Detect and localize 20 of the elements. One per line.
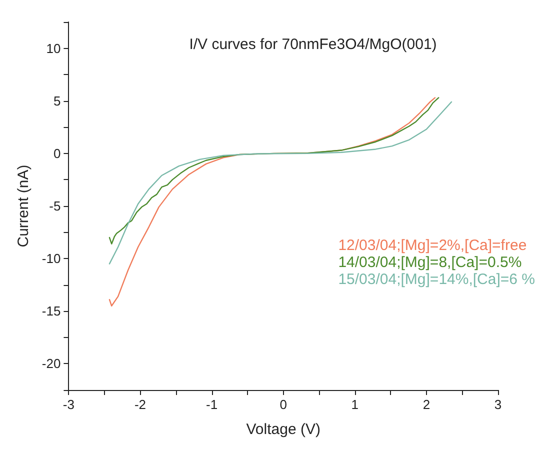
y-tick-label: -5 — [49, 198, 61, 214]
x-tick-label: 1 — [351, 397, 359, 412]
y-tick-label: 5 — [53, 93, 61, 108]
text: I/V curves for 70nmFe3O4/MgO(001) — [189, 36, 437, 53]
text: 14/03/04;[Mg]=8,[Ca]=0.5% — [338, 254, 522, 271]
text: 12/03/04;[Mg]=2%,[Ca]=free — [338, 237, 527, 254]
x-tick-label: -1 — [206, 397, 218, 412]
y-tick-label: -20 — [42, 356, 61, 372]
y-axis-title: Current (nA) — [15, 164, 32, 248]
text: 15/03/04;[Mg]=14%,[Ca]=6 % — [338, 271, 535, 288]
x-axis-title: Voltage (V) — [246, 421, 320, 438]
y-tick-label: 0 — [53, 146, 61, 161]
y-tick-label: -10 — [42, 251, 61, 266]
y-tick-label: 10 — [46, 40, 61, 56]
y-tick-label: -15 — [42, 304, 61, 319]
x-tick-label: -2 — [134, 397, 146, 412]
x-tick-label: 2 — [422, 397, 430, 412]
x-tick-label: 0 — [280, 397, 287, 412]
x-tick-label: 3 — [494, 397, 502, 412]
x-tick-label: -3 — [62, 397, 74, 412]
